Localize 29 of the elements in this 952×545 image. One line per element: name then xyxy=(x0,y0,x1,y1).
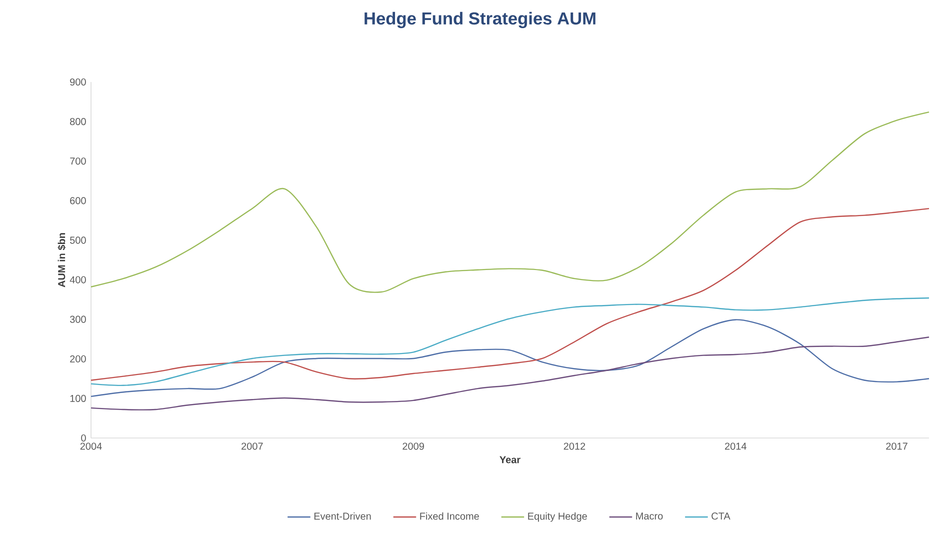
legend-label: CTA xyxy=(712,512,730,520)
y-tick-label: 200 xyxy=(70,355,86,362)
y-tick-label: 300 xyxy=(70,316,86,323)
y-tick-label: 100 xyxy=(70,394,86,402)
legend-label: Macro xyxy=(636,512,663,520)
x-tick-label: 2007 xyxy=(242,442,263,450)
y-axis-title: AUM in $bn xyxy=(58,233,66,288)
x-tick-label: 2014 xyxy=(724,442,746,450)
line-series xyxy=(90,336,930,410)
y-tick-label: 900 xyxy=(70,78,86,86)
x-tick-label: 2004 xyxy=(80,442,102,450)
legend-label: Fixed Income xyxy=(420,512,479,520)
y-tick-label: 400 xyxy=(70,276,86,284)
line-series xyxy=(90,297,930,386)
legend-label: Equity Hedge xyxy=(528,512,587,522)
x-tick-label: 2012 xyxy=(564,442,586,450)
y-tick-label: 600 xyxy=(70,197,86,204)
legend-label: Event-Driven xyxy=(314,512,371,520)
x-tick-label: 2009 xyxy=(402,442,424,450)
x-axis-title: Year xyxy=(500,456,520,464)
line-series xyxy=(90,111,930,293)
y-tick-label: 800 xyxy=(70,118,86,126)
line-series xyxy=(90,208,930,381)
line-series xyxy=(90,319,930,398)
x-tick-label: 2017 xyxy=(886,442,908,450)
y-tick-label: 700 xyxy=(70,158,86,165)
y-tick-label: 500 xyxy=(70,236,86,244)
y-tick-label: 0 xyxy=(81,434,86,442)
chart-title: Hedge Fund Strategies AUM xyxy=(364,12,596,28)
